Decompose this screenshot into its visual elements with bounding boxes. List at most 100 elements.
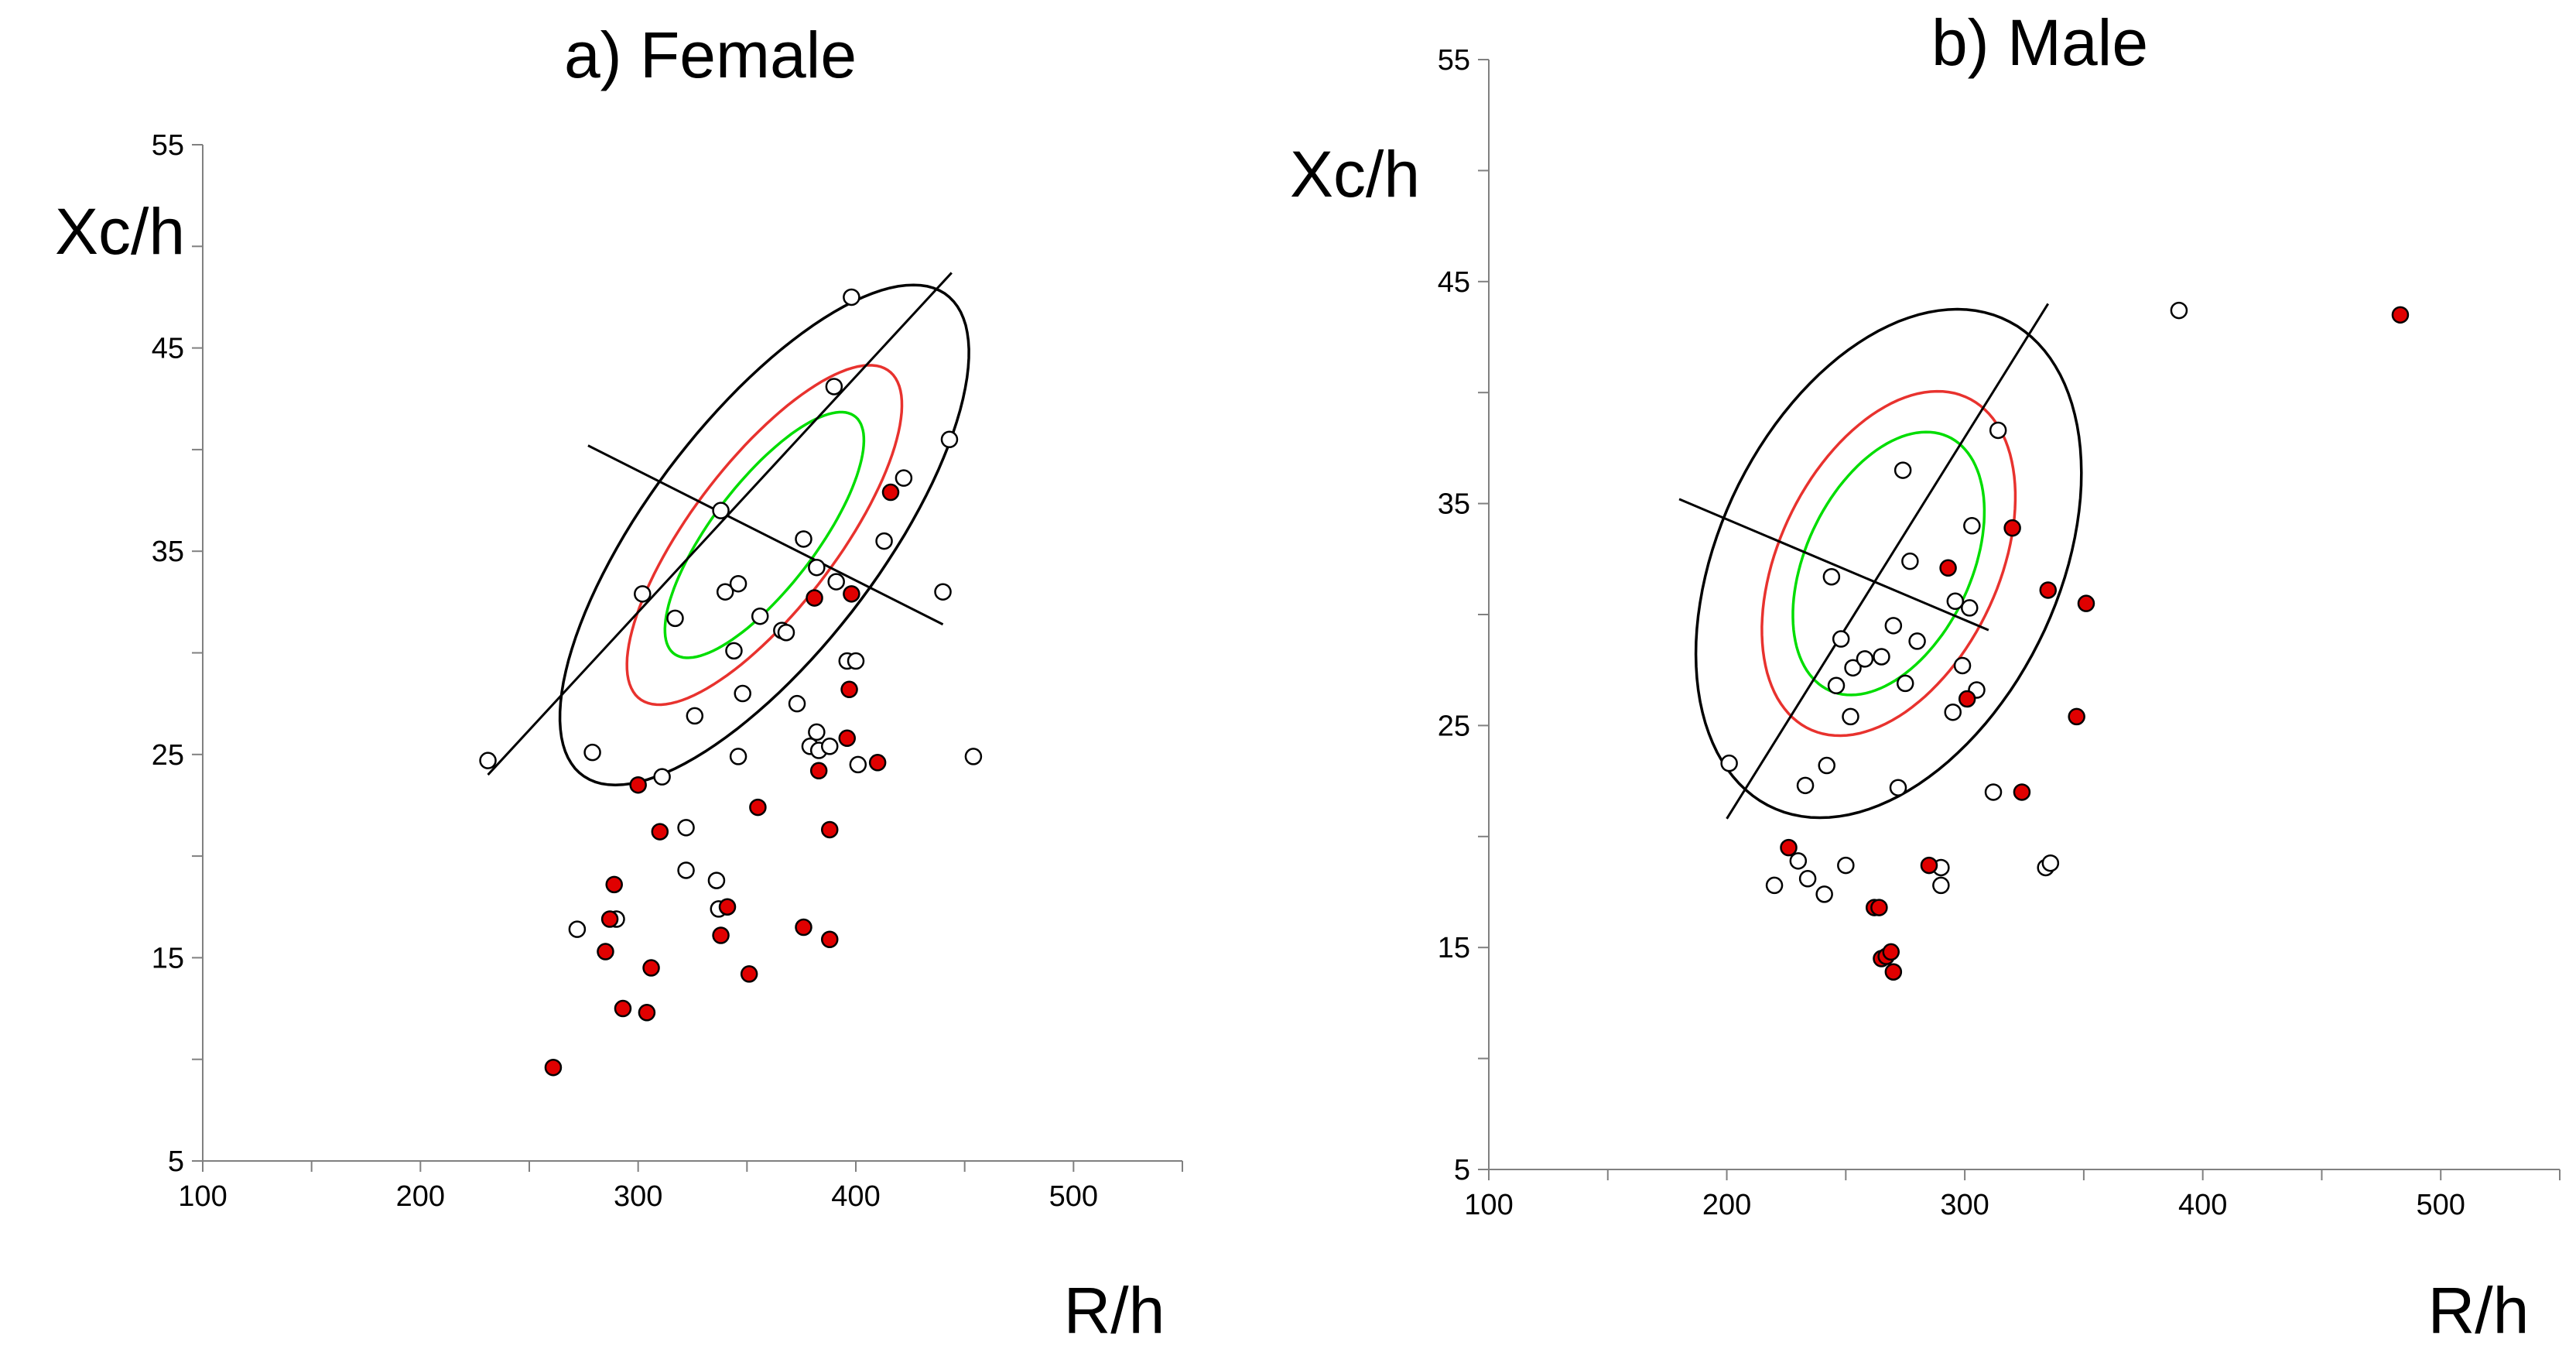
female-panel: a) Female Xc/h R/h 5 15 25 35 45 55 100 200 300 4… — [55, 19, 1183, 1347]
point-filled-female — [740, 965, 758, 983]
point-open-male — [1815, 885, 1833, 903]
point-open-male — [1932, 876, 1950, 895]
point-open-male — [1765, 876, 1784, 895]
point-open-male — [1889, 779, 1907, 796]
point-open-male — [1844, 659, 1862, 677]
point-open-female — [716, 583, 734, 601]
ellipse-outer-female — [558, 283, 970, 786]
point-filled-male — [1870, 899, 1888, 916]
point-open-male — [1720, 754, 1738, 772]
y-tick-label-male: 45 — [1438, 266, 1470, 299]
point-filled-female — [809, 762, 828, 780]
point-open-male — [1837, 856, 1855, 875]
x-tick-label-male: 300 — [1940, 1189, 1989, 1221]
ellipse-middle-male — [1760, 389, 2017, 738]
point-open-male — [1873, 648, 1890, 666]
point-open-female — [634, 585, 652, 603]
point-open-female — [875, 532, 893, 550]
point-open-male — [1896, 674, 1914, 693]
x-axis-title-female: R/h — [1064, 1274, 1165, 1347]
point-open-female — [677, 819, 695, 837]
axes-male: 5 15 25 35 45 55 100 200 300 400 500 — [1438, 44, 2561, 1221]
point-filled-male — [1884, 963, 1903, 981]
x-tick-label-female: 500 — [1049, 1180, 1098, 1213]
point-open-female — [849, 755, 867, 774]
point-open-male — [1963, 517, 1981, 535]
point-open-female — [734, 684, 751, 703]
point-open-female — [820, 738, 839, 755]
point-filled-female — [820, 930, 839, 949]
point-open-female — [808, 558, 826, 577]
ellipse-middle-female — [625, 364, 904, 707]
panel-title-male: b) Male — [1931, 6, 2148, 79]
point-filled-female — [868, 754, 887, 772]
point-filled-male — [1958, 690, 1976, 708]
ellipse-inner-female — [663, 410, 866, 659]
point-filled-female — [840, 680, 858, 699]
point-open-female — [827, 573, 845, 591]
point-filled-male — [2068, 707, 2085, 726]
point-open-male — [1953, 656, 1972, 675]
y-tick-label-female: 25 — [152, 739, 184, 772]
point-filled-female — [881, 483, 900, 502]
point-open-female — [583, 743, 601, 762]
point-open-male — [1946, 592, 1965, 611]
x-tick-label-male: 200 — [1702, 1189, 1751, 1221]
point-open-male — [1944, 703, 1962, 721]
point-open-male — [1856, 650, 1874, 668]
male-panel: b) Male Xc/h R/h 5 15 25 35 45 55 100 200 300 400… — [1290, 6, 2561, 1347]
point-open-male — [1901, 552, 1919, 570]
x-tick-label-female: 100 — [178, 1180, 227, 1213]
axes-female: 5 15 25 35 45 55 100 200 300 400 500 — [152, 129, 1183, 1213]
point-open-female — [751, 607, 769, 625]
point-open-female — [653, 768, 671, 786]
x-axis-title-male: R/h — [2428, 1274, 2530, 1347]
point-open-male — [1818, 756, 1835, 775]
point-open-female — [788, 694, 806, 713]
point-open-male — [1842, 707, 1859, 726]
point-filled-female — [820, 820, 839, 839]
x-tick-label-female: 300 — [614, 1180, 662, 1213]
point-filled-female — [597, 943, 614, 960]
ellipse-axis-minor-male — [1678, 498, 1989, 632]
y-tick-label-male: 5 — [1454, 1154, 1470, 1186]
point-open-female — [964, 748, 983, 765]
point-open-male — [1984, 783, 2003, 801]
marks-male — [1678, 301, 2410, 981]
y-tick-label-female: 35 — [152, 536, 184, 568]
ellipse-axis-major-male — [1726, 303, 2050, 820]
point-open-male — [1827, 676, 1846, 695]
ellipse-axis-major-female — [487, 272, 953, 776]
x-tick-label-female: 200 — [396, 1180, 445, 1213]
point-open-male — [1989, 421, 2007, 440]
point-filled-female — [843, 585, 860, 603]
point-filled-female — [718, 898, 737, 916]
point-filled-female — [605, 875, 623, 894]
point-open-female — [825, 378, 843, 396]
point-open-male — [1832, 630, 1850, 648]
point-open-male — [1796, 776, 1815, 795]
point-filled-female — [544, 1058, 563, 1077]
y-tick-label-female: 55 — [152, 129, 184, 162]
y-axis-title-male: Xc/h — [1290, 138, 1420, 211]
point-filled-female — [651, 823, 669, 841]
ellipse-outer-male — [1694, 307, 2083, 820]
point-filled-female — [638, 1004, 656, 1022]
point-open-male — [2041, 854, 2060, 872]
point-open-male — [1822, 567, 1841, 586]
point-open-female — [677, 861, 695, 879]
point-filled-male — [2391, 306, 2410, 324]
point-filled-female — [614, 999, 632, 1018]
point-filled-male — [1939, 559, 1957, 577]
point-open-female — [940, 430, 959, 449]
point-filled-male — [1882, 943, 1900, 961]
point-filled-male — [2039, 581, 2058, 599]
point-open-female — [479, 752, 497, 769]
point-open-male — [2170, 301, 2188, 320]
point-open-female — [686, 707, 704, 725]
y-tick-label-male: 25 — [1438, 710, 1470, 742]
point-filled-female — [600, 910, 619, 928]
point-open-female — [707, 871, 726, 889]
y-tick-label-male: 55 — [1438, 44, 1470, 77]
